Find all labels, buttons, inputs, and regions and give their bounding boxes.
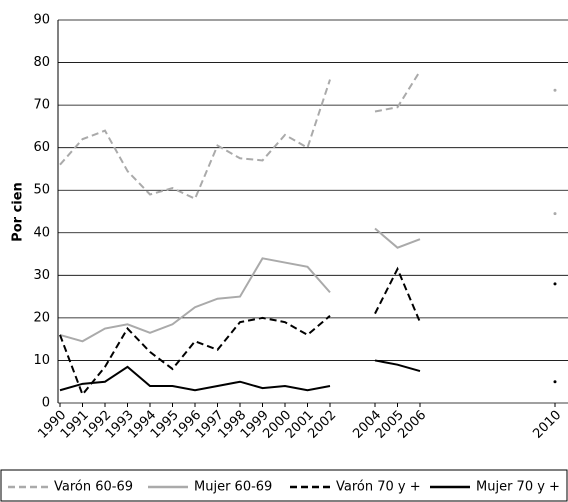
x-tick-label: 2010 [530, 408, 564, 442]
y-tick-label: 30 [33, 268, 50, 283]
series-line [59, 365, 331, 392]
data-point [553, 380, 557, 384]
legend-box [0, 469, 568, 502]
y-tick-label: 80 [33, 55, 50, 70]
legend-label: Mujer 60-69 [194, 480, 272, 495]
data-point [553, 88, 557, 92]
y-axis-label: Por cien [11, 182, 26, 242]
y-tick-label: 0 [42, 396, 50, 411]
legend-label: Varón 60-69 [54, 480, 133, 495]
series-line [59, 314, 331, 397]
series-line [374, 227, 421, 249]
data-point [553, 282, 557, 286]
y-tick-label: 20 [33, 310, 50, 325]
data-point [553, 212, 557, 216]
series-line [374, 70, 421, 113]
y-tick-label: 40 [33, 225, 50, 240]
y-tick-label: 70 [33, 98, 50, 113]
y-tick-label: 60 [33, 140, 50, 155]
y-tick-label: 90 [33, 13, 50, 28]
y-tick-label: 10 [33, 353, 50, 368]
legend-label: Mujer 70 y + [476, 480, 560, 495]
series-line [374, 359, 421, 373]
series-line [59, 79, 331, 201]
legend-label: Varón 70 y + [336, 480, 421, 495]
y-tick-label: 50 [33, 183, 50, 198]
series-line [374, 266, 421, 323]
series-line [59, 257, 331, 343]
